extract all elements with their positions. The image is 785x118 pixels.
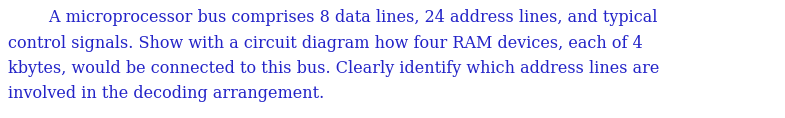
Text: kbytes, would be connected to this bus. Clearly identify which address lines are: kbytes, would be connected to this bus. … — [8, 60, 659, 77]
Text: A microprocessor bus comprises 8 data lines, 24 address lines, and typical: A microprocessor bus comprises 8 data li… — [8, 9, 658, 26]
Text: control signals. Show with a circuit diagram how four RAM devices, each of 4: control signals. Show with a circuit dia… — [8, 34, 643, 51]
Text: involved in the decoding arrangement.: involved in the decoding arrangement. — [8, 86, 324, 103]
